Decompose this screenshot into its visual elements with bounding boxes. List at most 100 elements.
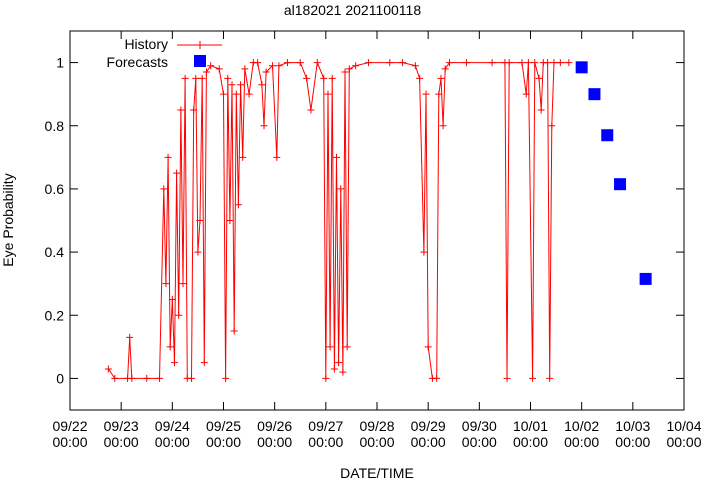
history-point xyxy=(126,333,134,341)
forecast-point xyxy=(575,61,588,74)
history-point xyxy=(324,90,332,98)
history-point xyxy=(168,295,176,303)
history-point xyxy=(237,81,245,89)
history-point xyxy=(328,74,336,82)
y-axis-label: Eye Probability xyxy=(0,173,16,266)
history-point xyxy=(337,185,345,193)
legend-marker-history xyxy=(196,41,204,49)
history-point xyxy=(215,65,223,73)
history-point xyxy=(241,65,249,73)
forecast-point xyxy=(614,178,627,191)
history-point xyxy=(166,343,174,351)
history-point xyxy=(437,74,445,82)
history-point xyxy=(343,343,351,351)
y-tick-label: 0 xyxy=(56,370,64,386)
y-axis: 0 0.2 0.4 0.6 0.8 1 xyxy=(45,55,684,386)
x-tick-label-time: 00:00 xyxy=(104,434,139,450)
legend-label-forecasts: Forecasts xyxy=(107,54,168,70)
history-point xyxy=(313,59,321,67)
y-tick-label: 0.4 xyxy=(45,244,65,260)
x-tick-label-date: 09/23 xyxy=(104,418,139,434)
history-point xyxy=(190,106,198,114)
history-point xyxy=(164,153,172,161)
history-point xyxy=(196,217,204,224)
x-tick-label-date: 09/24 xyxy=(155,418,190,434)
history-point xyxy=(488,59,496,67)
x-tick-label-time: 00:00 xyxy=(513,434,548,450)
x-tick-label-date: 09/26 xyxy=(257,418,292,434)
y-tick-label: 0.8 xyxy=(45,118,65,134)
x-tick-label-date: 09/28 xyxy=(359,418,394,434)
history-point xyxy=(441,65,449,73)
history-point xyxy=(445,59,453,67)
history-point xyxy=(170,359,178,367)
x-tick-label-time: 00:00 xyxy=(411,434,446,450)
x-axis: 09/2200:0009/2300:0009/2400:0009/2500:00… xyxy=(52,31,702,450)
history-point xyxy=(420,248,428,256)
y-tick-label: 0.6 xyxy=(45,181,65,197)
x-tick-label-time: 00:00 xyxy=(52,434,87,450)
history-point xyxy=(399,59,407,67)
history-point xyxy=(143,374,151,382)
history-point xyxy=(330,365,338,373)
history-point xyxy=(416,74,424,82)
history-point xyxy=(550,59,558,67)
history-point xyxy=(254,59,262,67)
forecast-series xyxy=(575,61,652,285)
history-point xyxy=(177,106,185,114)
history-point xyxy=(273,153,281,161)
x-tick-label-date: 09/30 xyxy=(462,418,497,434)
history-point xyxy=(275,62,283,70)
x-tick-label-date: 09/22 xyxy=(52,418,87,434)
x-tick-label-time: 00:00 xyxy=(155,434,190,450)
history-point xyxy=(544,59,552,67)
legend: History Forecasts xyxy=(107,36,222,70)
history-point xyxy=(424,343,432,351)
history-point xyxy=(345,65,353,73)
history-point xyxy=(524,59,532,67)
x-tick-label-date: 09/25 xyxy=(206,418,241,434)
history-point xyxy=(303,74,311,82)
history-point xyxy=(128,374,136,382)
history-point xyxy=(202,68,210,76)
history-point xyxy=(239,153,247,161)
history-point xyxy=(192,74,200,82)
history-point xyxy=(322,374,330,382)
history-point xyxy=(556,59,564,67)
x-tick-label-date: 09/29 xyxy=(411,418,446,434)
history-point xyxy=(296,59,304,67)
history-point xyxy=(535,74,543,82)
history-point xyxy=(537,106,545,114)
history-series xyxy=(104,59,573,382)
history-point xyxy=(258,81,266,89)
plot-frame xyxy=(69,30,685,411)
history-point xyxy=(262,68,270,76)
history-point xyxy=(283,59,291,67)
history-point xyxy=(175,311,183,319)
history-point xyxy=(230,327,238,335)
history-point xyxy=(269,62,277,70)
forecast-point xyxy=(601,129,614,142)
history-point xyxy=(522,90,530,98)
history-point xyxy=(181,74,189,82)
chart-title: al182021 2021100118 xyxy=(284,2,422,18)
history-point xyxy=(307,106,315,114)
history-point xyxy=(198,74,206,82)
history-point xyxy=(194,248,202,256)
history-point xyxy=(433,374,441,382)
x-tick-label-time: 00:00 xyxy=(615,434,650,450)
history-point xyxy=(226,217,234,224)
history-point xyxy=(422,90,430,98)
x-tick-label-date: 10/03 xyxy=(615,418,650,434)
x-tick-label-time: 00:00 xyxy=(462,434,497,450)
history-point xyxy=(245,90,253,98)
history-point xyxy=(111,374,119,382)
history-point xyxy=(352,62,360,70)
history-point xyxy=(518,59,526,67)
history-point xyxy=(260,122,268,130)
history-point xyxy=(156,374,164,382)
x-tick-label-time: 00:00 xyxy=(257,434,292,450)
history-point xyxy=(546,374,554,382)
history-point xyxy=(411,62,419,70)
